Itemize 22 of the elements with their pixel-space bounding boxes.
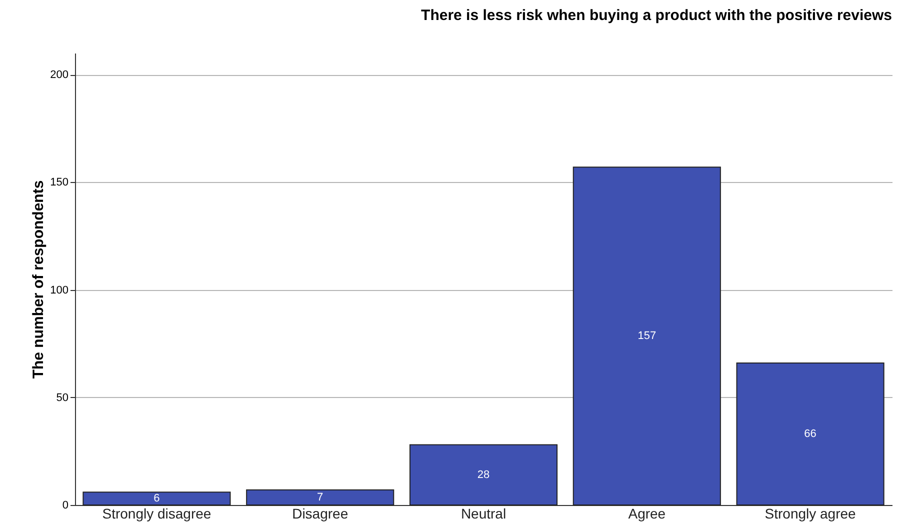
bar	[736, 362, 884, 506]
y-tick-label: 50	[56, 392, 68, 404]
bar	[409, 444, 558, 506]
x-tick-label: Disagree	[292, 506, 348, 522]
data-label: 157	[638, 330, 656, 342]
y-tick-label: 0	[62, 500, 68, 512]
chart-title: There is less risk when buying a product with the positive reviews	[421, 7, 892, 24]
y-tick-label: 200	[50, 69, 68, 82]
data-label: 7	[317, 491, 324, 504]
x-tick-label: Strongly disagree	[102, 506, 212, 522]
y-tick-label: 150	[50, 176, 68, 189]
y-axis-title: The number of respondents	[30, 180, 48, 379]
bar	[246, 489, 394, 506]
y-tick-label: 100	[50, 284, 68, 296]
data-label: 66	[804, 428, 816, 440]
x-tick-label: Agree	[628, 506, 666, 522]
data-label: 6	[154, 492, 160, 505]
x-tick-label: Strongly agree	[764, 506, 856, 522]
bar	[82, 492, 231, 506]
bar	[572, 166, 721, 506]
x-tick-label: Neutral	[460, 506, 506, 522]
data-label: 28	[477, 468, 490, 481]
